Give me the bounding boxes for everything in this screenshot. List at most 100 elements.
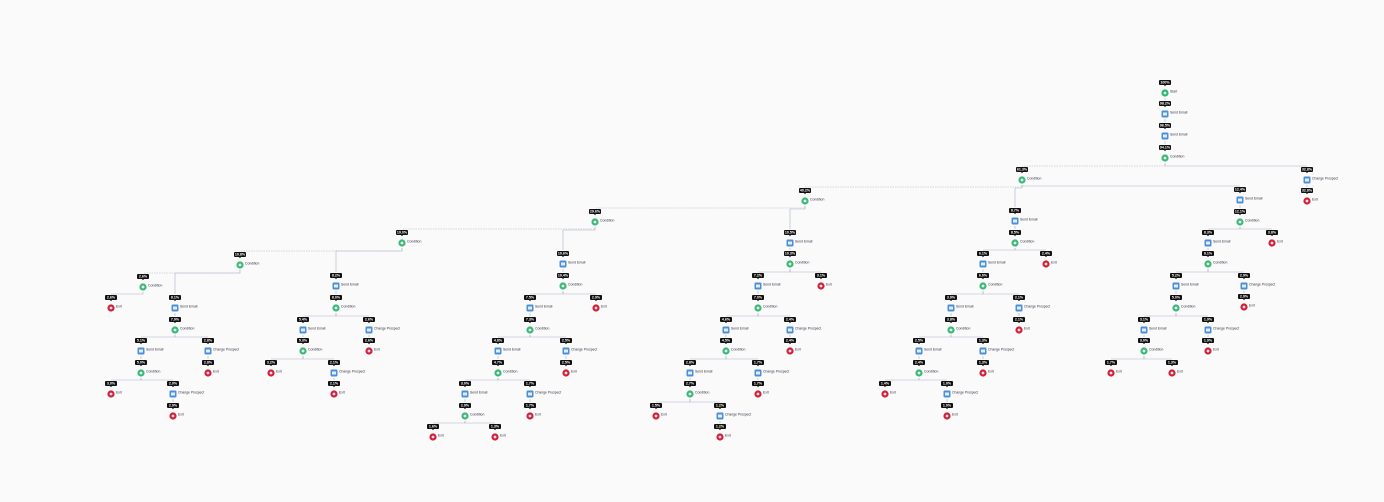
node-condition[interactable]: 10.3% Condition (784, 251, 809, 268)
badge (137, 274, 149, 279)
node-change[interactable]: 2.6%Change Prospect (363, 317, 400, 334)
node-change[interactable]: 2.9%Change Prospect (1238, 273, 1275, 290)
node-exit[interactable]: 1.2%Exit (714, 424, 731, 441)
node-exit[interactable]: 2.4%Exit (784, 338, 801, 355)
node-email[interactable]: 7.2%Send Email (752, 273, 781, 290)
node-start[interactable]: 100%Start (1159, 80, 1177, 97)
node-exit[interactable]: 3.2%Exit (265, 360, 282, 377)
node-email[interactable]: 3.0%Send Email (459, 381, 488, 398)
node-exit[interactable]: 2.4%Exit (1040, 251, 1057, 268)
node-exit[interactable]: 1.9%Exit (1202, 338, 1219, 355)
node-exit[interactable]: 1.3%Exit (489, 424, 506, 441)
node-email[interactable]: 4.8%Send Email (492, 338, 521, 355)
node-condition[interactable]: 8.0%Condition (330, 295, 355, 312)
node-condition[interactable]: 7.3%Condition (524, 317, 549, 334)
node-change[interactable]: 1.9%Change Prospect (1202, 317, 1239, 334)
badge-text: 2.1% (330, 382, 339, 386)
node-email[interactable]: 5.4%Send Email (297, 317, 326, 334)
node-exit[interactable]: 1.0%Exit (941, 403, 958, 420)
node-condition[interactable]: 2.4%Condition (913, 360, 938, 377)
node-email[interactable]: 5.1%Send Email (135, 338, 164, 355)
node-email[interactable]: 3.1%Send Email (1138, 317, 1167, 334)
node-condition[interactable]: 61.3% Condition (1016, 167, 1041, 184)
node-email[interactable]: 96.5% Send Email (1159, 123, 1188, 140)
node-exit[interactable]: 2.0%Exit (167, 403, 184, 420)
node-change[interactable]: 1.3%Change Prospect (977, 338, 1014, 355)
node-exit[interactable]: 1.7%Exit (1105, 360, 1122, 377)
node-exit[interactable]: 3.1%Exit (815, 273, 832, 290)
node-exit[interactable]: 32.8% Exit (1301, 188, 1318, 205)
node-change[interactable]: 32.8% Change Prospect (1301, 167, 1338, 184)
node-condition[interactable]: 8.5%Condition (1009, 230, 1034, 247)
node-email[interactable]: 8.1%Send Email (169, 295, 198, 312)
node-label: Condition (731, 347, 745, 351)
node-change[interactable]: 1.0%Change Prospect (941, 381, 978, 398)
node-condition[interactable]: 2.9%Condition (459, 403, 484, 420)
node-change[interactable]: 2.5%Change Prospect (560, 338, 597, 355)
node-email[interactable]: 8.3%Send Email (1202, 230, 1231, 247)
node-email[interactable]: 6.1%Send Email (977, 251, 1006, 268)
node-exit[interactable]: 1.3%Exit (1166, 360, 1183, 377)
node-condition[interactable]: 4.5%Condition (720, 338, 745, 355)
node-exit[interactable]: 1.7%Exit (752, 381, 769, 398)
node-condition[interactable]: 29.6% Condition (589, 209, 614, 226)
node-exit[interactable]: 2.1%Exit (328, 381, 345, 398)
node-condition[interactable]: 2.7%Condition (684, 381, 709, 398)
node-condition[interactable]: 2.6%Condition (137, 274, 162, 291)
node-condition[interactable]: 8.1%Condition (1202, 251, 1227, 268)
node-condition[interactable]: 3.8%Condition (945, 317, 970, 334)
node-condition[interactable]: 7.0%Condition (752, 295, 777, 312)
node-email[interactable]: 5.2%Send Email (1170, 273, 1199, 290)
node-condition[interactable]: 10.4% Condition (557, 273, 582, 290)
node-exit[interactable]: 1.5%Exit (650, 403, 667, 420)
node-condition[interactable]: 94.1% Condition (1159, 145, 1184, 162)
node-email[interactable]: 10.6% Send Email (557, 251, 586, 268)
node-email[interactable]: 2.8%Send Email (684, 360, 713, 377)
node-condition[interactable]: 5.0%Condition (1170, 295, 1195, 312)
node-email[interactable]: 4.6%Send Email (720, 317, 749, 334)
node-change[interactable]: 2.4%Change Prospect (784, 317, 821, 334)
node-condition[interactable]: 10.8% Condition (234, 252, 259, 269)
node-exit[interactable]: 2.9%Exit (590, 295, 607, 312)
node-condition[interactable]: 3.0%Condition (1138, 338, 1163, 355)
node-exit[interactable]: 1.6%Exit (427, 424, 444, 441)
badge-text: 2.0% (169, 382, 178, 386)
node-email[interactable]: 2.5%Send Email (913, 338, 942, 355)
node-exit[interactable]: 2.1%Exit (1013, 317, 1030, 334)
node-email[interactable]: 98.2% Send Email (1159, 101, 1188, 118)
node-change[interactable]: 2.1%Change Prospect (328, 360, 365, 377)
node-exit[interactable]: 2.5%Exit (560, 360, 577, 377)
node-condition[interactable]: 5.3%Condition (297, 338, 322, 355)
node-condition[interactable]: 6.0%Condition (977, 273, 1002, 290)
node-exit[interactable]: 3.8%Exit (1266, 230, 1283, 247)
node-change[interactable]: 2.8%Change Prospect (202, 338, 239, 355)
node-condition[interactable]: 5.0%Condition (135, 360, 160, 377)
node-condition[interactable]: 19.0% Condition (396, 230, 421, 247)
node-email[interactable]: 12.4% Send Email (1234, 187, 1263, 204)
node-condition[interactable]: 4.7%Condition (492, 360, 517, 377)
node-exit[interactable]: 2.6%Exit (105, 295, 122, 312)
node-email[interactable]: 7.5%Send Email (524, 295, 553, 312)
node-exit[interactable]: 3.0%Exit (105, 381, 122, 398)
node-change[interactable]: 1.7%Change Prospect (524, 381, 561, 398)
node-glyph (173, 306, 177, 310)
node-condition[interactable]: 7.9%Condition (169, 317, 194, 334)
node-email[interactable]: 8.2%Send Email (330, 273, 359, 290)
node-exit[interactable]: 2.9%Exit (1238, 294, 1255, 311)
node-exit[interactable]: 1.4%Exit (879, 381, 896, 398)
node-exit[interactable]: 1.7%Exit (524, 403, 541, 420)
node-email[interactable]: 10.5% Send Email (784, 230, 813, 247)
node-change[interactable]: 1.7%Change Prospect (752, 360, 789, 377)
node-condition[interactable]: 12.1% Condition (1234, 209, 1259, 226)
badge-text: 3.0% (461, 382, 470, 386)
node-email[interactable]: 8.7%Send Email (1009, 208, 1038, 225)
node-condition[interactable]: 40.2% Condition (799, 188, 824, 205)
node-change[interactable]: 1.2%Change Prospect (714, 403, 751, 420)
node-change[interactable]: 2.0%Change Prospect (167, 381, 204, 398)
node-change[interactable]: 2.1%Change Prospect (1013, 295, 1050, 312)
node-glyph (1163, 134, 1167, 138)
node-email[interactable]: 3.9%Send Email (945, 295, 974, 312)
node-exit[interactable]: 1.3%Exit (977, 360, 994, 377)
node-exit[interactable]: 2.6%Exit (363, 338, 380, 355)
node-exit[interactable]: 2.8%Exit (202, 360, 219, 377)
